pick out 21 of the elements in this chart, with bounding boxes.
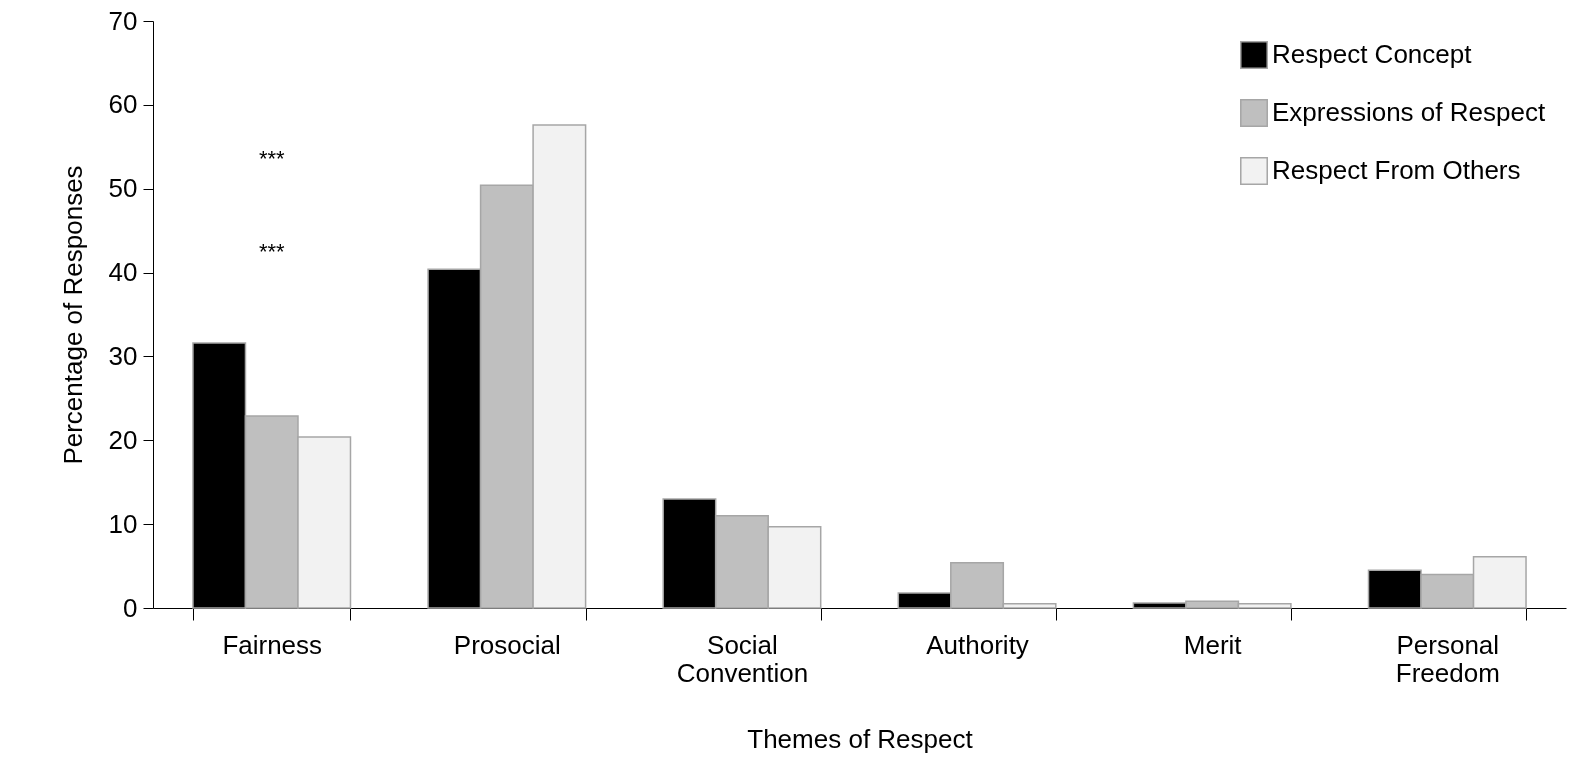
- annotation: ***: [258, 146, 286, 171]
- x-tick-label: Authority: [926, 629, 1029, 660]
- y-tick-label: 10: [108, 508, 138, 539]
- y-tick-label: 60: [108, 89, 138, 120]
- legend-label: Respect From Others: [1272, 155, 1521, 185]
- y-axis-title: Percentage of Responses: [57, 165, 88, 465]
- y-tick-label: 20: [108, 424, 138, 455]
- y-tick-label: 50: [108, 173, 138, 204]
- legend-label: Expressions of Respect: [1272, 97, 1546, 127]
- x-tick-label: Personal Freedom: [1395, 629, 1500, 688]
- y-tick-label: 70: [108, 5, 138, 36]
- y-tick-label: 40: [108, 257, 138, 288]
- x-tick-label: Fairness: [222, 629, 323, 660]
- x-axis-title: Themes of Respect: [747, 723, 974, 754]
- x-tick-label: Prosocial: [453, 629, 561, 660]
- x-tick-label: Merit: [1183, 629, 1243, 660]
- annotation: ***: [258, 239, 286, 264]
- x-tick-label: Social Convention: [676, 629, 809, 688]
- y-tick-label: 30: [108, 340, 138, 371]
- y-tick-label: 0: [123, 592, 138, 623]
- legend-label: Respect Concept: [1272, 39, 1473, 69]
